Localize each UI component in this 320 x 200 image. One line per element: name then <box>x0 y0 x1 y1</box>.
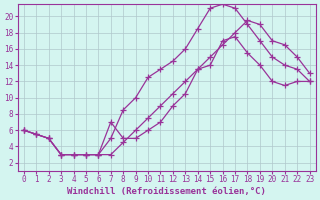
X-axis label: Windchill (Refroidissement éolien,°C): Windchill (Refroidissement éolien,°C) <box>67 187 266 196</box>
